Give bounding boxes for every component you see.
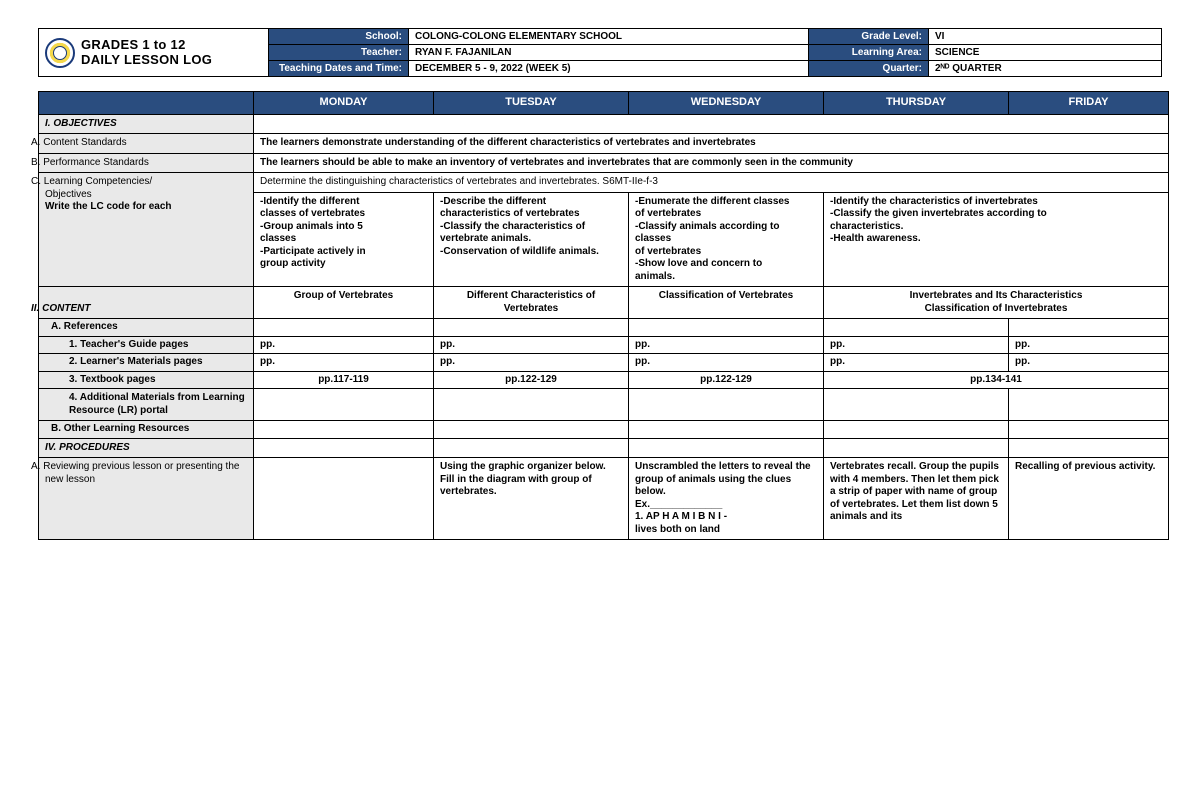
label-teacher: Teacher:: [269, 45, 409, 61]
tg-mon: pp.: [254, 336, 434, 354]
value-area: SCIENCE: [929, 45, 1162, 61]
content-tue: Different Characteristics of Vertebrates: [434, 287, 629, 319]
review-mon: [254, 458, 434, 540]
label-dates: Teaching Dates and Time:: [269, 61, 409, 77]
label-lm: 2. Learner's Materials pages: [39, 354, 254, 372]
label-tb: 3. Textbook pages: [39, 371, 254, 389]
day-thu: THURSDAY: [824, 92, 1009, 115]
day-mon: MONDAY: [254, 92, 434, 115]
header-table: GRADES 1 to 12 DAILY LESSON LOG School: …: [38, 28, 1162, 77]
lc-label-1: C. Learning Competencies/: [31, 176, 152, 187]
tg-tue: pp.: [434, 336, 629, 354]
title-cell: GRADES 1 to 12 DAILY LESSON LOG: [39, 29, 269, 77]
tg-thu: pp.: [824, 336, 1009, 354]
label-addl: 4. Additional Materials from Learning Re…: [39, 389, 254, 421]
label-other: B. Other Learning Resources: [39, 421, 254, 439]
tb-tue: pp.122-129: [434, 371, 629, 389]
value-quarter: 2ᴺᴰ QUARTER: [929, 61, 1162, 77]
value-teacher: RYAN F. FAJANILAN: [409, 45, 809, 61]
tg-wed: pp.: [629, 336, 824, 354]
content-std-text: The learners demonstrate understanding o…: [254, 134, 1169, 154]
day-header-row: MONDAY TUESDAY WEDNESDAY THURSDAY FRIDAY: [39, 92, 1169, 115]
day-fri: FRIDAY: [1009, 92, 1169, 115]
lm-mon: pp.: [254, 354, 434, 372]
label-school: School:: [269, 29, 409, 45]
title-text: GRADES 1 to 12 DAILY LESSON LOG: [81, 38, 212, 68]
tb-wed: pp.122-129: [629, 371, 824, 389]
section-references: A. References: [39, 319, 254, 337]
review-fri: Recalling of previous activity.: [1009, 458, 1169, 540]
label-review: A. Reviewing previous lesson or presenti…: [39, 458, 254, 540]
review-tue: Using the graphic organizer below. Fill …: [434, 458, 629, 540]
lc-label-2: Objectives: [45, 189, 92, 200]
label-perf-std: B. Performance Standards: [39, 153, 254, 173]
lc-wed: -Enumerate the different classes of vert…: [629, 192, 824, 287]
day-tue: TUESDAY: [434, 92, 629, 115]
lc-mon: -Identify the different classes of verte…: [254, 192, 434, 287]
section-content: II. CONTENT: [39, 287, 254, 319]
objectives-blank: [254, 114, 1169, 134]
lc-tue: -Describe the different characteristics …: [434, 192, 629, 287]
lesson-log-page: GRADES 1 to 12 DAILY LESSON LOG School: …: [38, 28, 1162, 540]
value-school: COLONG-COLONG ELEMENTARY SCHOOL: [409, 29, 809, 45]
content-wed: Classification of Vertebrates: [629, 287, 824, 319]
day-wed: WEDNESDAY: [629, 92, 824, 115]
label-area: Learning Area:: [809, 45, 929, 61]
deped-seal-icon: [45, 38, 75, 68]
tb-mon: pp.117-119: [254, 371, 434, 389]
tg-fri: pp.: [1009, 336, 1169, 354]
label-content-std: A. Content Standards: [39, 134, 254, 154]
lm-fri: pp.: [1009, 354, 1169, 372]
lc-top-text: Determine the distinguishing characteris…: [260, 176, 658, 187]
value-grade: VI: [929, 29, 1162, 45]
section-objectives: I. OBJECTIVES: [39, 114, 254, 134]
label-quarter: Quarter:: [809, 61, 929, 77]
tb-thu: pp.134-141: [824, 371, 1169, 389]
lm-wed: pp.: [629, 354, 824, 372]
label-grade: Grade Level:: [809, 29, 929, 45]
day-header-blank: [39, 92, 254, 115]
lesson-grid: MONDAY TUESDAY WEDNESDAY THURSDAY FRIDAY…: [38, 91, 1169, 540]
title-line1: GRADES 1 to 12: [81, 37, 186, 52]
content-mon: Group of Vertebrates: [254, 287, 434, 319]
lm-thu: pp.: [824, 354, 1009, 372]
lm-tue: pp.: [434, 354, 629, 372]
lc-label-3: Write the LC code for each: [45, 201, 172, 212]
lc-top: Determine the distinguishing characteris…: [254, 173, 1169, 193]
title-line2: DAILY LESSON LOG: [81, 52, 212, 67]
perf-std-text: The learners should be able to make an i…: [254, 153, 1169, 173]
label-tg: 1. Teacher's Guide pages: [39, 336, 254, 354]
label-lc: C. Learning Competencies/ Objectives Wri…: [39, 173, 254, 287]
review-wed: Unscrambled the letters to reveal the gr…: [629, 458, 824, 540]
content-thu: Invertebrates and Its Characteristics Cl…: [824, 287, 1169, 319]
value-dates: DECEMBER 5 - 9, 2022 (WEEK 5): [409, 61, 809, 77]
section-procedures: IV. PROCEDURES: [39, 438, 254, 458]
lc-thu: -Identify the characteristics of inverte…: [824, 192, 1169, 287]
review-thu: Vertebrates recall. Group the pupils wit…: [824, 458, 1009, 540]
